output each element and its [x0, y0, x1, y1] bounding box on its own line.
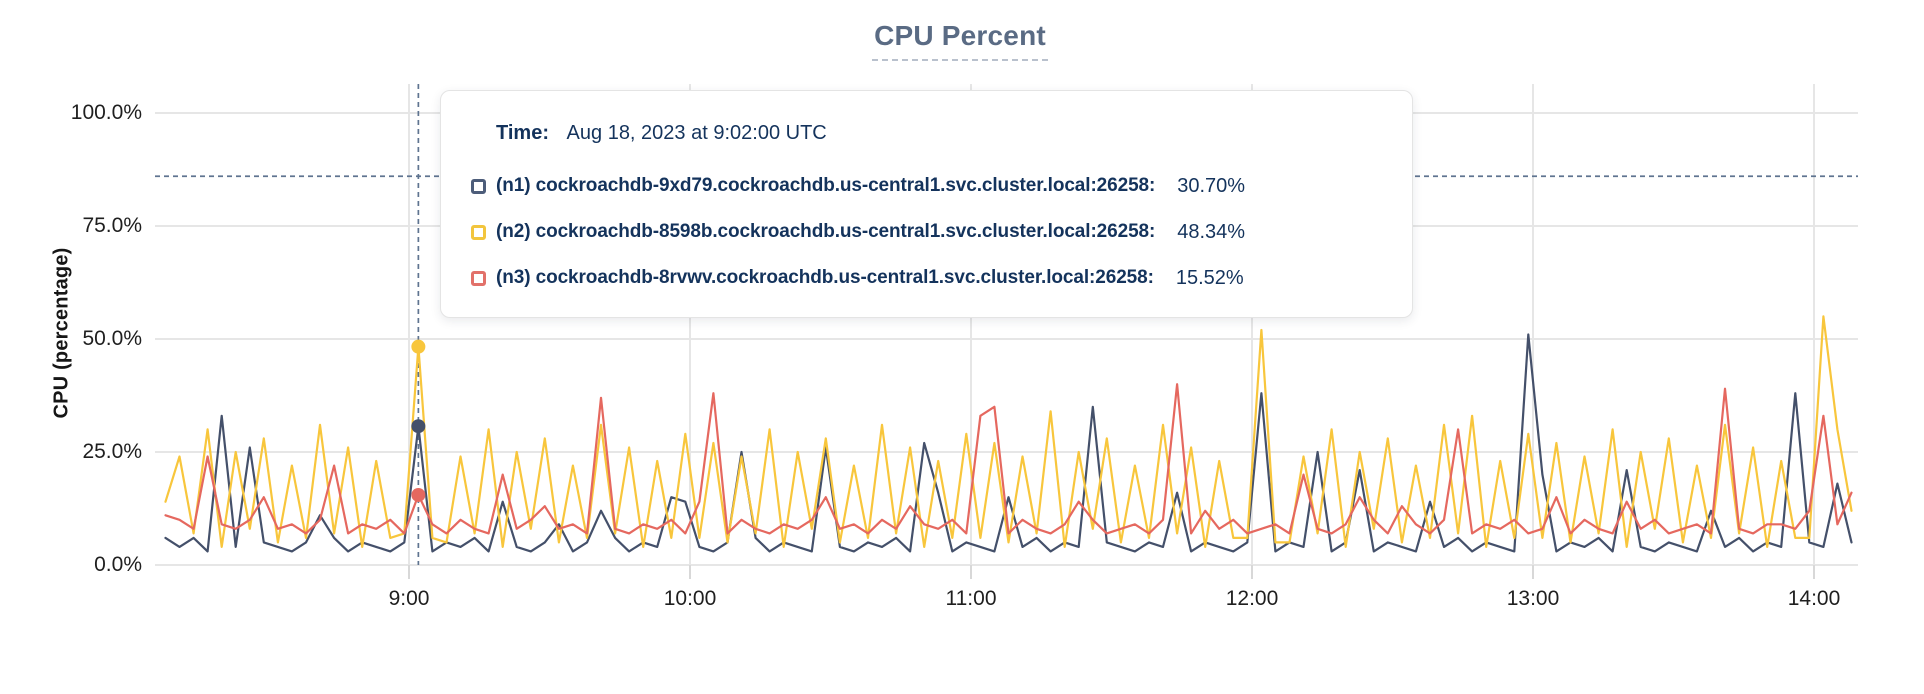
series-label-n3: (n3) cockroachdb-8rvwv.cockroachdb.us-ce…: [496, 267, 1154, 288]
x-tick-label-13: 13:00: [1506, 587, 1560, 610]
series-label-n1: (n1) cockroachdb-9xd79.cockroachdb.us-ce…: [496, 175, 1156, 196]
series-value-n1: 30.70%: [1177, 174, 1246, 197]
y-tick-label-75: 75.0%: [82, 214, 142, 237]
tooltip-series-row-n3: (n3) cockroachdb-8rvwv.cockroachdb.us-ce…: [471, 255, 1382, 301]
y-tick-label-100: 100.0%: [70, 101, 142, 124]
x-tick-label-11: 11:00: [945, 587, 997, 610]
tooltip-time-value: Aug 18, 2023 at 9:02:00 UTC: [566, 122, 827, 144]
x-tick-label-12: 12:00: [1225, 587, 1279, 610]
hover-tooltip: Time: Aug 18, 2023 at 9:02:00 UTC (n1) c…: [440, 90, 1413, 318]
series-swatch-n2: [471, 224, 486, 240]
series-swatch-n1: [471, 178, 486, 194]
series-label-n2: (n2) cockroachdb-8598b.cockroachdb.us-ce…: [496, 221, 1156, 242]
tooltip-series-row-n1: (n1) cockroachdb-9xd79.cockroachdb.us-ce…: [471, 163, 1382, 209]
y-tick-label-25: 25.0%: [82, 440, 142, 463]
series-swatch-n3: [471, 270, 486, 286]
x-tick-label-10: 10:00: [663, 587, 717, 610]
y-tick-label-0: 0.0%: [94, 553, 142, 576]
tooltip-time-row: Time: Aug 18, 2023 at 9:02:00 UTC: [496, 119, 1382, 147]
x-tick-label-14: 14:00: [1787, 587, 1841, 610]
tooltip-series-row-n2: (n2) cockroachdb-8598b.cockroachdb.us-ce…: [471, 209, 1382, 255]
chart-title[interactable]: CPU Percent: [872, 20, 1048, 61]
series-value-n3: 15.52%: [1175, 266, 1244, 289]
chart-title-wrap: CPU Percent: [760, 20, 1160, 61]
y-tick-label-50: 50.0%: [82, 327, 142, 350]
tooltip-time-label: Time:: [496, 122, 549, 144]
series-value-n2: 48.34%: [1177, 220, 1246, 243]
x-tick-label-9: 9:00: [388, 587, 430, 610]
